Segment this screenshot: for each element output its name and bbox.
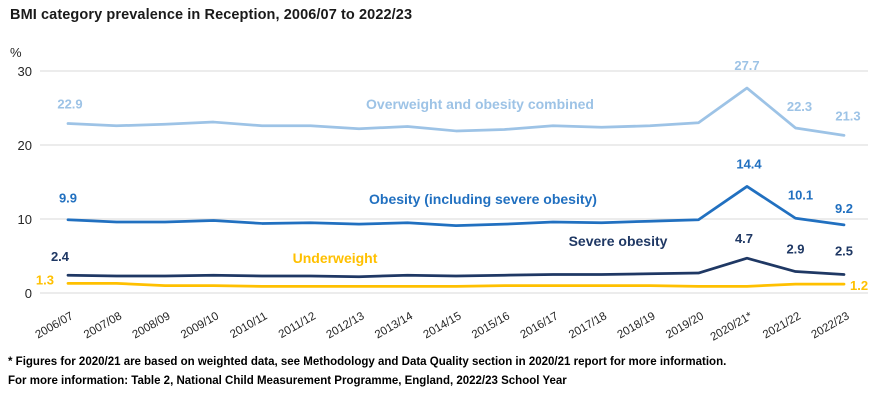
series-line-2 [66,256,846,279]
y-tick-label: 10 [18,212,32,227]
y-tick-label: 20 [18,138,32,153]
x-tick-label: 2010/11 [228,310,269,341]
x-tick-label: 2015/16 [470,310,512,341]
data-label: 9.9 [59,191,77,206]
x-tick-label: 2007/08 [82,310,124,341]
data-label: 22.9 [57,97,82,112]
y-tick-label: 30 [18,64,32,79]
data-label: 1.3 [36,272,54,287]
data-label: 22.3 [787,99,812,114]
line-chart: 30 20 10 0% 2006/07 2007/08 2008/09 2009/10 2010… [10,45,868,344]
y-axis-unit-label: % [10,45,22,60]
data-label: 9.2 [835,201,853,216]
data-label: 4.7 [735,231,753,246]
data-label: 27.7 [734,58,759,73]
x-tick-label: 2013/14 [373,310,416,341]
x-tick-label: 2020/21* [709,310,755,344]
x-tick-label: 2009/10 [179,310,221,341]
x-tick-label: 2021/22 [761,310,803,341]
series-line-0 [66,86,846,137]
x-tick-label: 2019/20 [664,310,706,341]
x-tick-label: 2018/19 [615,310,657,341]
data-label: 10.1 [788,187,813,202]
data-label: 21.3 [835,108,860,123]
x-tick-label: 2017/18 [567,310,609,341]
data-label: 2.4 [51,249,70,264]
x-tick-label: 2008/09 [130,310,172,341]
data-label: 14.4 [736,156,762,171]
series-label-0: Overweight and obesity combined [366,96,594,112]
footnote-weighted-data: * Figures for 2020/21 are based on weigh… [8,356,727,368]
x-tick-label: 2014/15 [421,310,463,341]
series-label-2: Severe obesity [569,233,668,249]
series-line-1 [66,185,846,228]
x-tick-label: 2006/07 [33,310,75,341]
data-label: 2.5 [835,244,853,259]
data-label: 1.2 [850,278,868,293]
x-tick-label: 2016/17 [518,310,560,341]
x-tick-label: 2012/13 [324,310,366,341]
chart-title: BMI category prevalence in Reception, 20… [10,7,413,23]
series-label-3: Underweight [293,250,378,266]
data-label: 2.9 [786,242,804,257]
y-tick-label: 0 [25,286,32,301]
x-tick-label: 2011/12 [277,310,318,341]
series-line-3 [66,282,846,288]
footnote-source: For more information: Table 2, National … [8,375,567,387]
series-label-1: Obesity (including severe obesity) [369,191,597,207]
x-tick-label: 2022/23 [809,310,851,341]
